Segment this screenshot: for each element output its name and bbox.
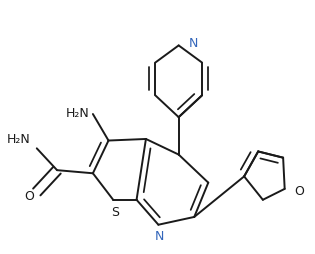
Text: N: N	[189, 37, 198, 50]
Text: S: S	[111, 205, 119, 218]
Text: H₂N: H₂N	[66, 106, 90, 119]
Text: H₂N: H₂N	[7, 133, 31, 146]
Text: O: O	[294, 184, 304, 197]
Text: N: N	[154, 229, 164, 242]
Text: O: O	[24, 189, 34, 202]
